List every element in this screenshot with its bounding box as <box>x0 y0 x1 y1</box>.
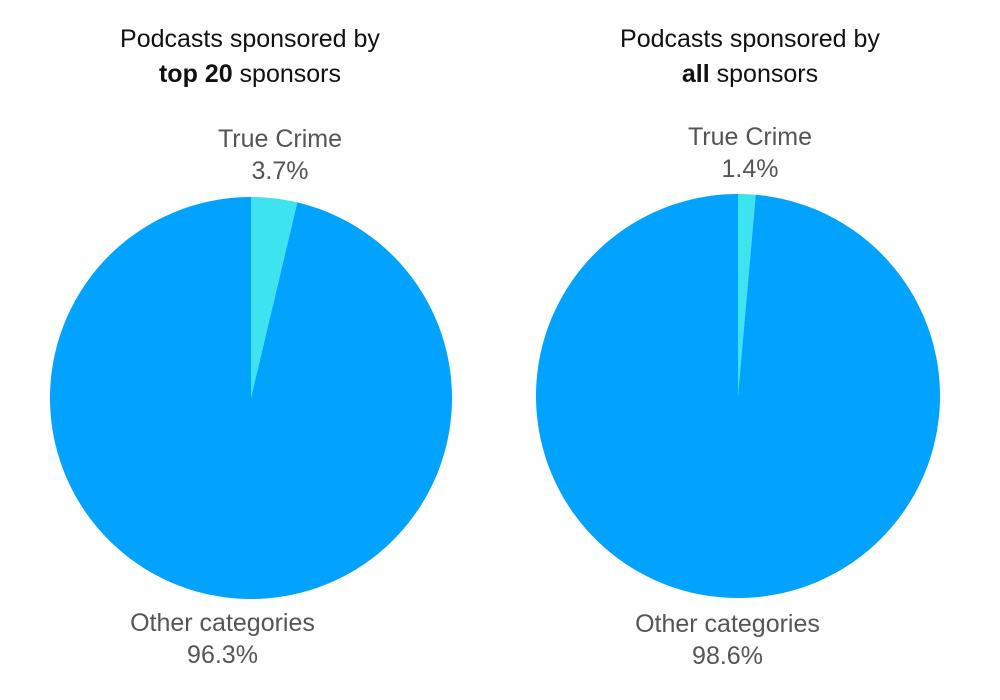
title-bold: top 20 <box>158 60 233 88</box>
title-rest: sponsors <box>232 60 341 88</box>
label-true-crime-value: 3.7% <box>251 157 309 185</box>
slice-other-categories <box>536 194 941 598</box>
slice-true-crime <box>738 194 756 396</box>
label-true-crime: True Crime 3.7% <box>140 123 420 187</box>
label-other-categories-name: Other categories <box>130 609 315 637</box>
pie-panel-top20: Podcasts sponsored by top 20 sponsors Tr… <box>0 22 500 671</box>
title-line2: all sponsors <box>500 57 1000 92</box>
chart-title: Podcasts sponsored by top 20 sponsors <box>0 22 500 92</box>
label-true-crime: True Crime 1.4% <box>610 121 890 185</box>
pie-chart <box>536 194 941 598</box>
label-other-categories-value: 96.3% <box>187 641 258 669</box>
label-true-crime-name: True Crime <box>217 125 343 153</box>
title-line2: top 20 sponsors <box>0 57 500 92</box>
label-true-crime-name: True Crime <box>687 123 813 151</box>
pie-chart <box>50 196 453 599</box>
title-rest: sponsors <box>709 60 819 88</box>
label-other-categories: Other categories 96.3% <box>80 607 365 671</box>
slice-other-categories <box>50 196 453 599</box>
chart-title: Podcasts sponsored by all sponsors <box>500 22 1000 92</box>
slice-true-crime <box>251 197 298 398</box>
label-other-categories-name: Other categories <box>635 610 820 638</box>
title-line1: Podcasts sponsored by <box>120 25 380 53</box>
title-line1: Podcasts sponsored by <box>620 25 880 53</box>
title-bold: all <box>681 60 710 88</box>
pie-panel-all: Podcasts sponsored by all sponsors True … <box>500 0 1000 700</box>
label-other-categories-value: 98.6% <box>692 642 763 670</box>
label-other-categories: Other categories 98.6% <box>585 608 870 672</box>
label-true-crime-value: 1.4% <box>721 155 779 183</box>
